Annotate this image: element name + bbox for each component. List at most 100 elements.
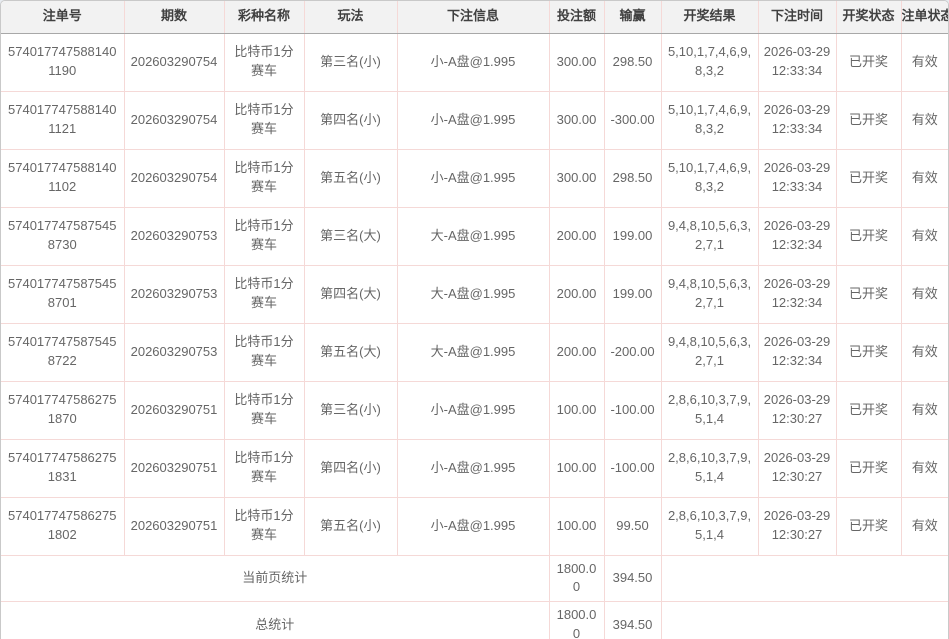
cell-play_method: 第五名(小): [303, 496, 398, 556]
column-header-lottery_name: 彩种名称: [223, 1, 305, 34]
cell-order_status: 有效: [900, 206, 948, 266]
cell-bet_info: 大-A盘@1.995: [396, 322, 550, 382]
cell-lottery_name: 比特币1分赛车: [223, 90, 305, 150]
cell-draw_status: 已开奖: [835, 90, 902, 150]
table-row: 5740177475862751831 202603290751 比特币1分赛车 第四…: [1, 438, 948, 498]
column-header-draw_result: 开奖结果: [660, 1, 759, 34]
cell-draw_status: 已开奖: [835, 380, 902, 440]
cell-order_id: 5740177475862751831: [1, 438, 125, 498]
cell-draw_result: 5,10,1,7,4,6,9,8,3,2: [660, 32, 759, 92]
column-header-bet_info: 下注信息: [396, 1, 550, 34]
cell-draw_status: 已开奖: [835, 438, 902, 498]
cell-bet_amount: 300.00: [548, 90, 605, 150]
cell-order_id: 5740177475875458730: [1, 206, 125, 266]
cell-lottery_name: 比特币1分赛车: [223, 496, 305, 556]
cell-order_status: 有效: [900, 322, 948, 382]
cell-order_id: 5740177475862751870: [1, 380, 125, 440]
cell-bet_info: 小-A盘@1.995: [396, 32, 550, 92]
cell-bet_info: 大-A盘@1.995: [396, 206, 550, 266]
table-row: 5740177475881401190 202603290754 比特币1分赛车 第三…: [1, 32, 948, 92]
cell-play_method: 第三名(小): [303, 380, 398, 440]
cell-order_id: 5740177475875458701: [1, 264, 125, 324]
cell-play_method: 第三名(大): [303, 206, 398, 266]
cell-bet_amount: 100.00: [548, 496, 605, 556]
cell-draw_status: 已开奖: [835, 206, 902, 266]
cell-bet_time: 2026-03-29 12:33:34: [757, 90, 837, 150]
cell-period: 202603290753: [123, 322, 225, 382]
cell-bet_amount: 200.00: [548, 264, 605, 324]
cell-draw_result: 5,10,1,7,4,6,9,8,3,2: [660, 148, 759, 208]
cell-win_loss: 199.00: [603, 264, 662, 324]
cell-bet_amount: 200.00: [548, 322, 605, 382]
column-header-draw_status: 开奖状态: [835, 1, 902, 34]
column-header-play_method: 玩法: [303, 1, 398, 34]
cell-order_id: 5740177475881401102: [1, 148, 125, 208]
cell-bet_info: 小-A盘@1.995: [396, 90, 550, 150]
summary-empty-cell: [660, 554, 948, 603]
column-header-period: 期数: [123, 1, 225, 34]
cell-play_method: 第五名(大): [303, 322, 398, 382]
cell-lottery_name: 比特币1分赛车: [223, 264, 305, 324]
cell-order_status: 有效: [900, 148, 948, 208]
cell-draw_result: 9,4,8,10,5,6,3,2,7,1: [660, 206, 759, 266]
cell-period: 202603290754: [123, 90, 225, 150]
cell-bet_time: 2026-03-29 12:32:34: [757, 264, 837, 324]
cell-bet_time: 2026-03-29 12:30:27: [757, 438, 837, 498]
cell-bet_info: 小-A盘@1.995: [396, 148, 550, 208]
table-row: 5740177475881401102 202603290754 比特币1分赛车 第五…: [1, 148, 948, 208]
cell-lottery_name: 比特币1分赛车: [223, 206, 305, 266]
cell-draw_status: 已开奖: [835, 148, 902, 208]
table-row: 5740177475862751870 202603290751 比特币1分赛车 第三…: [1, 380, 948, 440]
cell-draw_status: 已开奖: [835, 32, 902, 92]
cell-draw_result: 5,10,1,7,4,6,9,8,3,2: [660, 90, 759, 150]
cell-period: 202603290751: [123, 438, 225, 498]
cell-bet_info: 小-A盘@1.995: [396, 380, 550, 440]
summary-row: 当前页统计 1800.00 394.50: [1, 554, 948, 603]
cell-win_loss: -200.00: [603, 322, 662, 382]
summary-bet-amount: 1800.00: [548, 554, 605, 603]
column-header-order_id: 注单号: [1, 1, 125, 34]
summary-label: 总统计: [1, 601, 550, 639]
cell-period: 202603290753: [123, 264, 225, 324]
cell-bet_amount: 200.00: [548, 206, 605, 266]
cell-bet_time: 2026-03-29 12:32:34: [757, 322, 837, 382]
cell-period: 202603290754: [123, 32, 225, 92]
cell-bet_info: 小-A盘@1.995: [396, 496, 550, 556]
cell-lottery_name: 比特币1分赛车: [223, 322, 305, 382]
cell-play_method: 第五名(小): [303, 148, 398, 208]
cell-bet_amount: 100.00: [548, 438, 605, 498]
cell-bet_amount: 100.00: [548, 380, 605, 440]
cell-play_method: 第四名(小): [303, 90, 398, 150]
cell-order_id: 5740177475862751802: [1, 496, 125, 556]
cell-draw_status: 已开奖: [835, 264, 902, 324]
cell-win_loss: 298.50: [603, 32, 662, 92]
cell-order_status: 有效: [900, 496, 948, 556]
cell-win_loss: -100.00: [603, 380, 662, 440]
cell-bet_time: 2026-03-29 12:33:34: [757, 148, 837, 208]
cell-draw_result: 9,4,8,10,5,6,3,2,7,1: [660, 322, 759, 382]
cell-period: 202603290754: [123, 148, 225, 208]
cell-win_loss: 298.50: [603, 148, 662, 208]
cell-play_method: 第四名(小): [303, 438, 398, 498]
cell-order_status: 有效: [900, 380, 948, 440]
cell-draw_result: 2,8,6,10,3,7,9,5,1,4: [660, 380, 759, 440]
column-header-bet_time: 下注时间: [757, 1, 837, 34]
summary-bet-amount: 1800.00: [548, 601, 605, 639]
cell-order_id: 5740177475881401190: [1, 32, 125, 92]
cell-draw_result: 9,4,8,10,5,6,3,2,7,1: [660, 264, 759, 324]
column-header-order_status: 注单状态: [900, 1, 948, 34]
cell-bet_time: 2026-03-29 12:30:27: [757, 380, 837, 440]
cell-draw_result: 2,8,6,10,3,7,9,5,1,4: [660, 496, 759, 556]
cell-order_status: 有效: [900, 90, 948, 150]
table-row: 5740177475881401121 202603290754 比特币1分赛车 第四…: [1, 90, 948, 150]
cell-win_loss: -100.00: [603, 438, 662, 498]
table-row: 5740177475875458722 202603290753 比特币1分赛车 第五…: [1, 322, 948, 382]
cell-order_status: 有效: [900, 264, 948, 324]
cell-draw_status: 已开奖: [835, 496, 902, 556]
summary-row: 总统计 1800.00 394.50: [1, 601, 948, 639]
cell-period: 202603290751: [123, 380, 225, 440]
cell-order_id: 5740177475881401121: [1, 90, 125, 150]
